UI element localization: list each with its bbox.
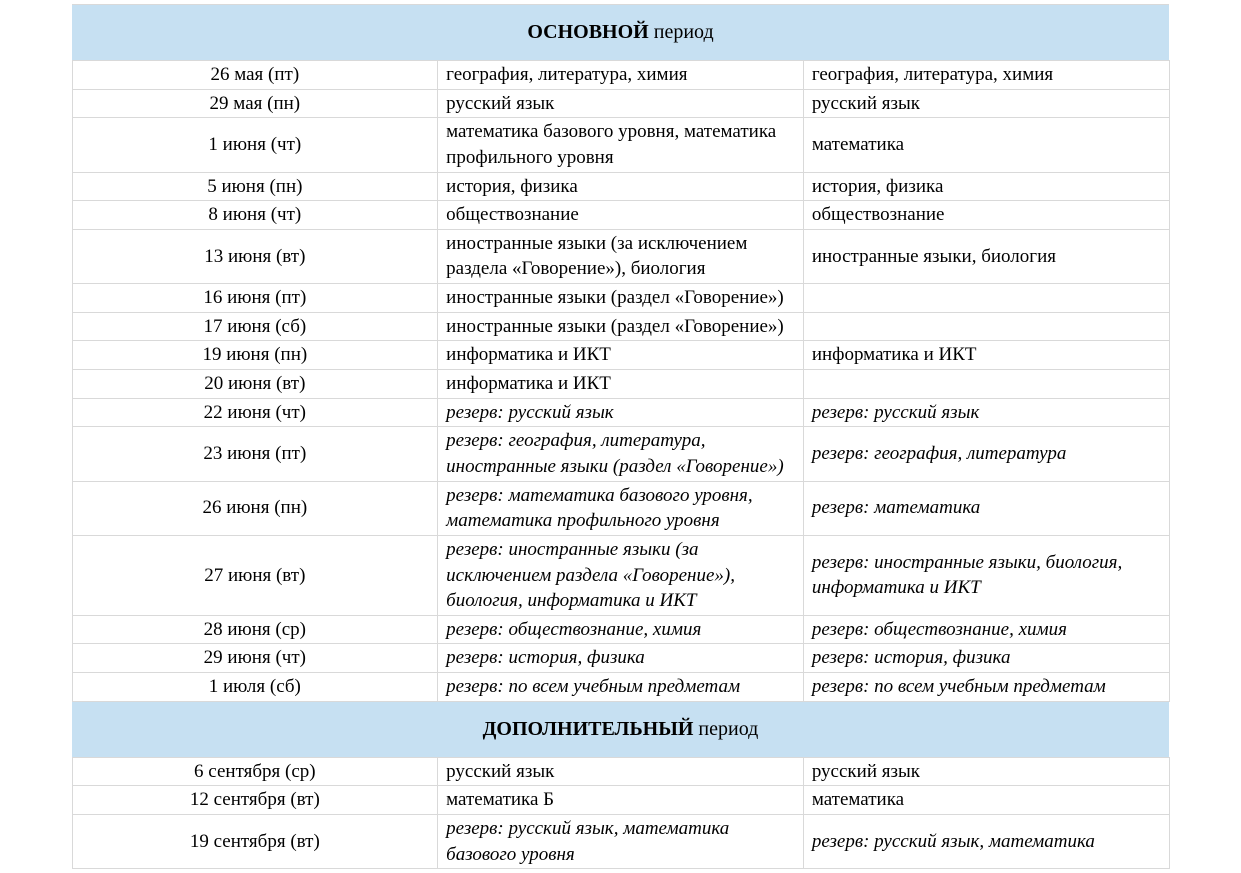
date-cell: 1 июля (сб) — [72, 673, 438, 702]
subjects-cell-2: информатика и ИКТ — [803, 341, 1169, 370]
subjects-cell-1: резерв: обществознание, химия — [438, 615, 804, 644]
subjects-cell-1: резерв: по всем учебным предметам — [438, 673, 804, 702]
subjects-cell-2: резерв: история, физика — [803, 644, 1169, 673]
subjects-cell-1: русский язык — [438, 757, 804, 786]
subjects-cell-1: история, физика — [438, 172, 804, 201]
section-title-bold: ДОПОЛНИТЕЛЬНЫЙ — [483, 718, 694, 740]
subjects-cell-2: резерв: русский язык — [803, 398, 1169, 427]
date-cell: 26 мая (пт) — [72, 61, 438, 90]
section-title-rest: период — [649, 21, 714, 43]
subjects-cell-1: резерв: история, физика — [438, 644, 804, 673]
date-cell: 13 июня (вт) — [72, 229, 438, 283]
date-cell: 6 сентября (ср) — [72, 757, 438, 786]
date-cell: 27 июня (вт) — [72, 535, 438, 615]
subjects-cell-1: география, литература, химия — [438, 61, 804, 90]
section-header: ОСНОВНОЙ период — [72, 5, 1169, 61]
subjects-cell-2: резерв: по всем учебным предметам — [803, 673, 1169, 702]
section-header: ДОПОЛНИТЕЛЬНЫЙ период — [72, 701, 1169, 757]
date-cell: 28 июня (ср) — [72, 615, 438, 644]
subjects-cell-2 — [803, 284, 1169, 313]
date-cell: 29 июня (чт) — [72, 644, 438, 673]
section-title: ОСНОВНОЙ период — [72, 5, 1169, 61]
page-wrap: ОСНОВНОЙ период26 мая (пт)география, лит… — [72, 4, 1170, 869]
subjects-cell-1: резерв: география, литература, иностранн… — [438, 427, 804, 481]
table-row: 28 июня (ср)резерв: обществознание, хими… — [72, 615, 1169, 644]
table-row: 29 мая (пн)русский языкрусский язык — [72, 89, 1169, 118]
date-cell: 23 июня (пт) — [72, 427, 438, 481]
table-row: 23 июня (пт)резерв: география, литератур… — [72, 427, 1169, 481]
subjects-cell-1: иностранные языки (за исключением раздел… — [438, 229, 804, 283]
subjects-cell-2: резерв: география, литература — [803, 427, 1169, 481]
date-cell: 8 июня (чт) — [72, 201, 438, 230]
date-cell: 17 июня (сб) — [72, 312, 438, 341]
subjects-cell-2: математика — [803, 786, 1169, 815]
subjects-cell-1: математика базового уровня, математика п… — [438, 118, 804, 172]
table-row: 17 июня (сб)иностранные языки (раздел «Г… — [72, 312, 1169, 341]
date-cell: 29 мая (пн) — [72, 89, 438, 118]
subjects-cell-2: резерв: обществознание, химия — [803, 615, 1169, 644]
table-row: 27 июня (вт)резерв: иностранные языки (з… — [72, 535, 1169, 615]
subjects-cell-1: резерв: русский язык — [438, 398, 804, 427]
subjects-cell-2: резерв: иностранные языки, биология, инф… — [803, 535, 1169, 615]
table-row: 29 июня (чт)резерв: история, физикарезер… — [72, 644, 1169, 673]
date-cell: 1 июня (чт) — [72, 118, 438, 172]
subjects-cell-1: обществознание — [438, 201, 804, 230]
subjects-cell-2: резерв: математика — [803, 481, 1169, 535]
date-cell: 5 июня (пн) — [72, 172, 438, 201]
subjects-cell-1: русский язык — [438, 89, 804, 118]
table-row: 5 июня (пн)история, физикаистория, физик… — [72, 172, 1169, 201]
subjects-cell-1: иностранные языки (раздел «Говорение») — [438, 312, 804, 341]
subjects-cell-2: история, физика — [803, 172, 1169, 201]
table-row: 12 сентября (вт)математика Бматематика — [72, 786, 1169, 815]
subjects-cell-2: иностранные языки, биология — [803, 229, 1169, 283]
schedule-table: ОСНОВНОЙ период26 мая (пт)география, лит… — [72, 4, 1170, 869]
table-row: 13 июня (вт)иностранные языки (за исключ… — [72, 229, 1169, 283]
date-cell: 26 июня (пн) — [72, 481, 438, 535]
section-title-rest: период — [693, 718, 758, 740]
date-cell: 22 июня (чт) — [72, 398, 438, 427]
date-cell: 16 июня (пт) — [72, 284, 438, 313]
table-row: 19 июня (пн)информатика и ИКТинформатика… — [72, 341, 1169, 370]
table-row: 20 июня (вт)информатика и ИКТ — [72, 370, 1169, 399]
date-cell: 19 июня (пн) — [72, 341, 438, 370]
table-row: 26 июня (пн)резерв: математика базового … — [72, 481, 1169, 535]
date-cell: 12 сентября (вт) — [72, 786, 438, 815]
table-row: 8 июня (чт)обществознаниеобществознание — [72, 201, 1169, 230]
subjects-cell-2: математика — [803, 118, 1169, 172]
subjects-cell-1: иностранные языки (раздел «Говорение») — [438, 284, 804, 313]
subjects-cell-1: информатика и ИКТ — [438, 341, 804, 370]
subjects-cell-1: математика Б — [438, 786, 804, 815]
section-title: ДОПОЛНИТЕЛЬНЫЙ период — [72, 701, 1169, 757]
table-row: 1 июня (чт)математика базового уровня, м… — [72, 118, 1169, 172]
subjects-cell-1: резерв: иностранные языки (за исключение… — [438, 535, 804, 615]
subjects-cell-2: география, литература, химия — [803, 61, 1169, 90]
subjects-cell-2 — [803, 370, 1169, 399]
table-row: 6 сентября (ср)русский языкрусский язык — [72, 757, 1169, 786]
subjects-cell-1: информатика и ИКТ — [438, 370, 804, 399]
subjects-cell-2: русский язык — [803, 757, 1169, 786]
subjects-cell-2: русский язык — [803, 89, 1169, 118]
subjects-cell-2 — [803, 312, 1169, 341]
subjects-cell-2: обществознание — [803, 201, 1169, 230]
table-row: 1 июля (сб)резерв: по всем учебным предм… — [72, 673, 1169, 702]
table-row: 26 мая (пт)география, литература, химияг… — [72, 61, 1169, 90]
subjects-cell-1: резерв: математика базового уровня, мате… — [438, 481, 804, 535]
table-row: 22 июня (чт)резерв: русский языкрезерв: … — [72, 398, 1169, 427]
date-cell: 20 июня (вт) — [72, 370, 438, 399]
section-title-bold: ОСНОВНОЙ — [527, 21, 648, 43]
table-row: 16 июня (пт)иностранные языки (раздел «Г… — [72, 284, 1169, 313]
